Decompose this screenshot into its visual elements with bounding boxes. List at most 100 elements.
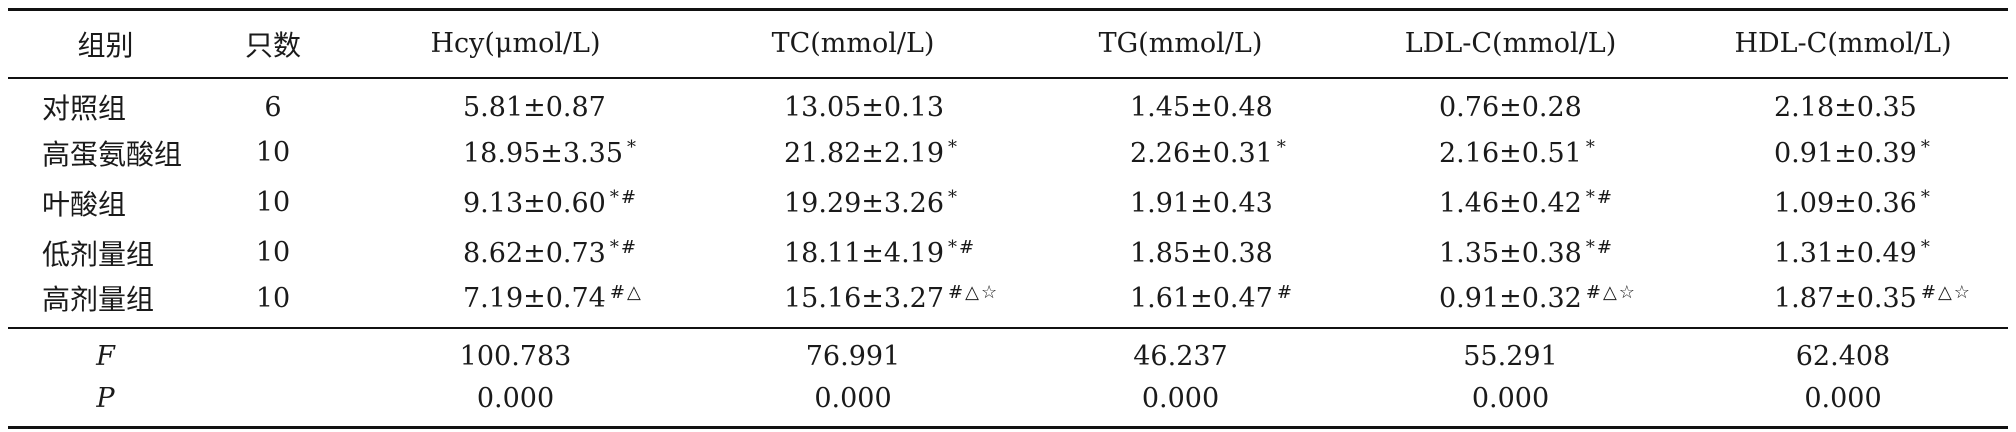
significance-mark: # (1276, 282, 1294, 303)
cell-value: 1.87±0.35 (1774, 283, 1917, 314)
table-row: 对照组 6 5.81±0.87 13.05±0.13 1.45±0.48 0.7… (8, 78, 2008, 128)
significance-mark: * (1920, 186, 1932, 208)
p-value-ldl: 0.000 (1343, 377, 1678, 429)
significance-mark: * (948, 136, 960, 158)
ldl-cell: 2.16±0.51 * (1343, 128, 1678, 178)
group-name: 叶酸组 (42, 187, 127, 221)
tc-cell: 21.82±2.19 * (688, 128, 1018, 178)
ldl-cell: 1.46±0.42 *# (1343, 178, 1678, 228)
hdl-cell: 0.91±0.39 * (1678, 128, 2008, 178)
cell-value: 8.62±0.73 (463, 237, 606, 269)
f-value-ldl: 55.291 (1463, 340, 1558, 372)
group-name: 高蛋氨酸组 (42, 137, 183, 171)
cell-value: 1.45±0.48 (1130, 92, 1273, 123)
significance-mark: * (948, 186, 960, 208)
cell-value: 2.26±0.31 (1130, 137, 1273, 169)
hdl-cell: 1.09±0.36 * (1678, 178, 2008, 228)
cell-value: 18.11±4.19 (784, 237, 945, 269)
significance-mark: * (1920, 136, 1932, 158)
significance-mark: #△☆ (1920, 282, 1972, 303)
group-name: 高剂量组 (8, 277, 203, 329)
animal-count: 6 (264, 91, 282, 123)
tc-cell: 18.11±4.19 *# (688, 228, 1018, 278)
header-group: 组别 (8, 8, 203, 79)
cell-value: 2.16±0.51 (1439, 137, 1582, 169)
cell-value: 5.81±0.87 (463, 92, 606, 123)
cell-value: 7.19±0.74 (463, 283, 606, 314)
ldl-cell: 0.76±0.28 (1343, 78, 1678, 128)
header-ldl: LDL-C(mmol/L) (1343, 8, 1678, 79)
cell-value: 1.61±0.47 (1130, 283, 1273, 314)
table-row: 高剂量组 10 7.19±0.74 #△ 15.16±3.27 #△☆ 1.61±0… (8, 277, 2008, 329)
cell-value: 1.91±0.43 (1130, 187, 1273, 219)
table-header: 组别 只数 Hcy(μmol/L) TC(mmol/L) TG(mmol/L) … (8, 8, 2008, 79)
significance-mark: * (1920, 236, 1932, 258)
p-value-hdl: 0.000 (1678, 377, 2008, 429)
p-value-tg: 0.000 (1018, 377, 1343, 429)
hcy-cell: 8.62±0.73 *# (343, 228, 688, 278)
hcy-cell: 18.95±3.35 * (343, 128, 688, 178)
significance-mark: *# (1585, 186, 1614, 208)
significance-mark: *# (609, 236, 638, 258)
cell-value: 0.76±0.28 (1439, 92, 1582, 123)
p-value-tc: 0.000 (688, 377, 1018, 429)
group-name: 低剂量组 (42, 237, 155, 271)
p-value-row: P 0.000 0.000 0.000 0.000 0.000 (8, 377, 2008, 429)
cell-value: 13.05±0.13 (784, 92, 945, 123)
hcy-cell: 5.81±0.87 (343, 78, 688, 128)
cell-value: 1.35±0.38 (1439, 237, 1582, 269)
animal-count: 10 (203, 277, 343, 329)
significance-mark: #△☆ (1585, 282, 1637, 303)
f-label: F (96, 340, 115, 372)
f-value-tc: 76.991 (805, 340, 901, 372)
hcy-cell: 9.13±0.60 *# (343, 178, 688, 228)
results-table-container: 组别 只数 Hcy(μmol/L) TC(mmol/L) TG(mmol/L) … (8, 8, 2008, 429)
tg-cell: 1.61±0.47 # (1018, 277, 1343, 329)
hdl-cell: 1.87±0.35 #△☆ (1678, 277, 2008, 329)
table-body: 对照组 6 5.81±0.87 13.05±0.13 1.45±0.48 0.7… (8, 78, 2008, 329)
cell-value: 2.18±0.35 (1774, 92, 1917, 123)
cell-value: 15.16±3.27 (784, 283, 945, 314)
results-table: 组别 只数 Hcy(μmol/L) TC(mmol/L) TG(mmol/L) … (8, 8, 2008, 429)
tg-cell: 1.91±0.43 (1018, 178, 1343, 228)
significance-mark: * (1585, 136, 1597, 158)
significance-mark: * (627, 136, 639, 158)
f-statistic-row: F 100.783 76.991 46.237 55.291 62.408 (8, 328, 2008, 378)
p-value-hcy: 0.000 (343, 377, 688, 429)
header-row: 组别 只数 Hcy(μmol/L) TC(mmol/L) TG(mmol/L) … (8, 8, 2008, 79)
f-value-hcy: 100.783 (459, 340, 572, 372)
empty-cell (203, 377, 343, 429)
tg-cell: 1.85±0.38 (1018, 228, 1343, 278)
significance-mark: #△☆ (948, 282, 1000, 303)
cell-value: 21.82±2.19 (784, 137, 945, 169)
empty-cell (203, 328, 343, 378)
cell-value: 0.91±0.32 (1439, 283, 1582, 314)
significance-mark: #△ (609, 282, 643, 303)
tg-cell: 2.26±0.31 * (1018, 128, 1343, 178)
table-stats: F 100.783 76.991 46.237 55.291 62.408 P … (8, 328, 2008, 429)
cell-value: 18.95±3.35 (463, 137, 624, 169)
cell-value: 1.46±0.42 (1439, 187, 1582, 219)
animal-count: 10 (255, 237, 291, 268)
header-tc: TC(mmol/L) (688, 8, 1018, 79)
significance-mark: *# (1585, 236, 1614, 258)
header-hcy: Hcy(μmol/L) (343, 8, 688, 79)
group-name: 对照组 (42, 92, 127, 125)
table-row: 低剂量组 10 8.62±0.73 *# 18.11±4.19 *# 1.85±0.… (8, 228, 2008, 278)
header-hdl: HDL-C(mmol/L) (1678, 8, 2008, 79)
tc-cell: 13.05±0.13 (688, 78, 1018, 128)
cell-value: 1.31±0.49 (1774, 237, 1917, 269)
significance-mark: * (1276, 136, 1288, 158)
cell-value: 9.13±0.60 (463, 187, 606, 219)
cell-value: 19.29±3.26 (784, 187, 945, 219)
animal-count: 10 (255, 187, 291, 218)
significance-mark: *# (609, 186, 638, 208)
f-value-tg: 46.237 (1133, 340, 1228, 372)
ldl-cell: 1.35±0.38 *# (1343, 228, 1678, 278)
hdl-cell: 1.31±0.49 * (1678, 228, 2008, 278)
table-row: 叶酸组 10 9.13±0.60 *# 19.29±3.26 * 1.91±0.43… (8, 178, 2008, 228)
tc-cell: 19.29±3.26 * (688, 178, 1018, 228)
ldl-cell: 0.91±0.32 #△☆ (1343, 277, 1678, 329)
tc-cell: 15.16±3.27 #△☆ (688, 277, 1018, 329)
animal-count: 10 (255, 137, 291, 168)
